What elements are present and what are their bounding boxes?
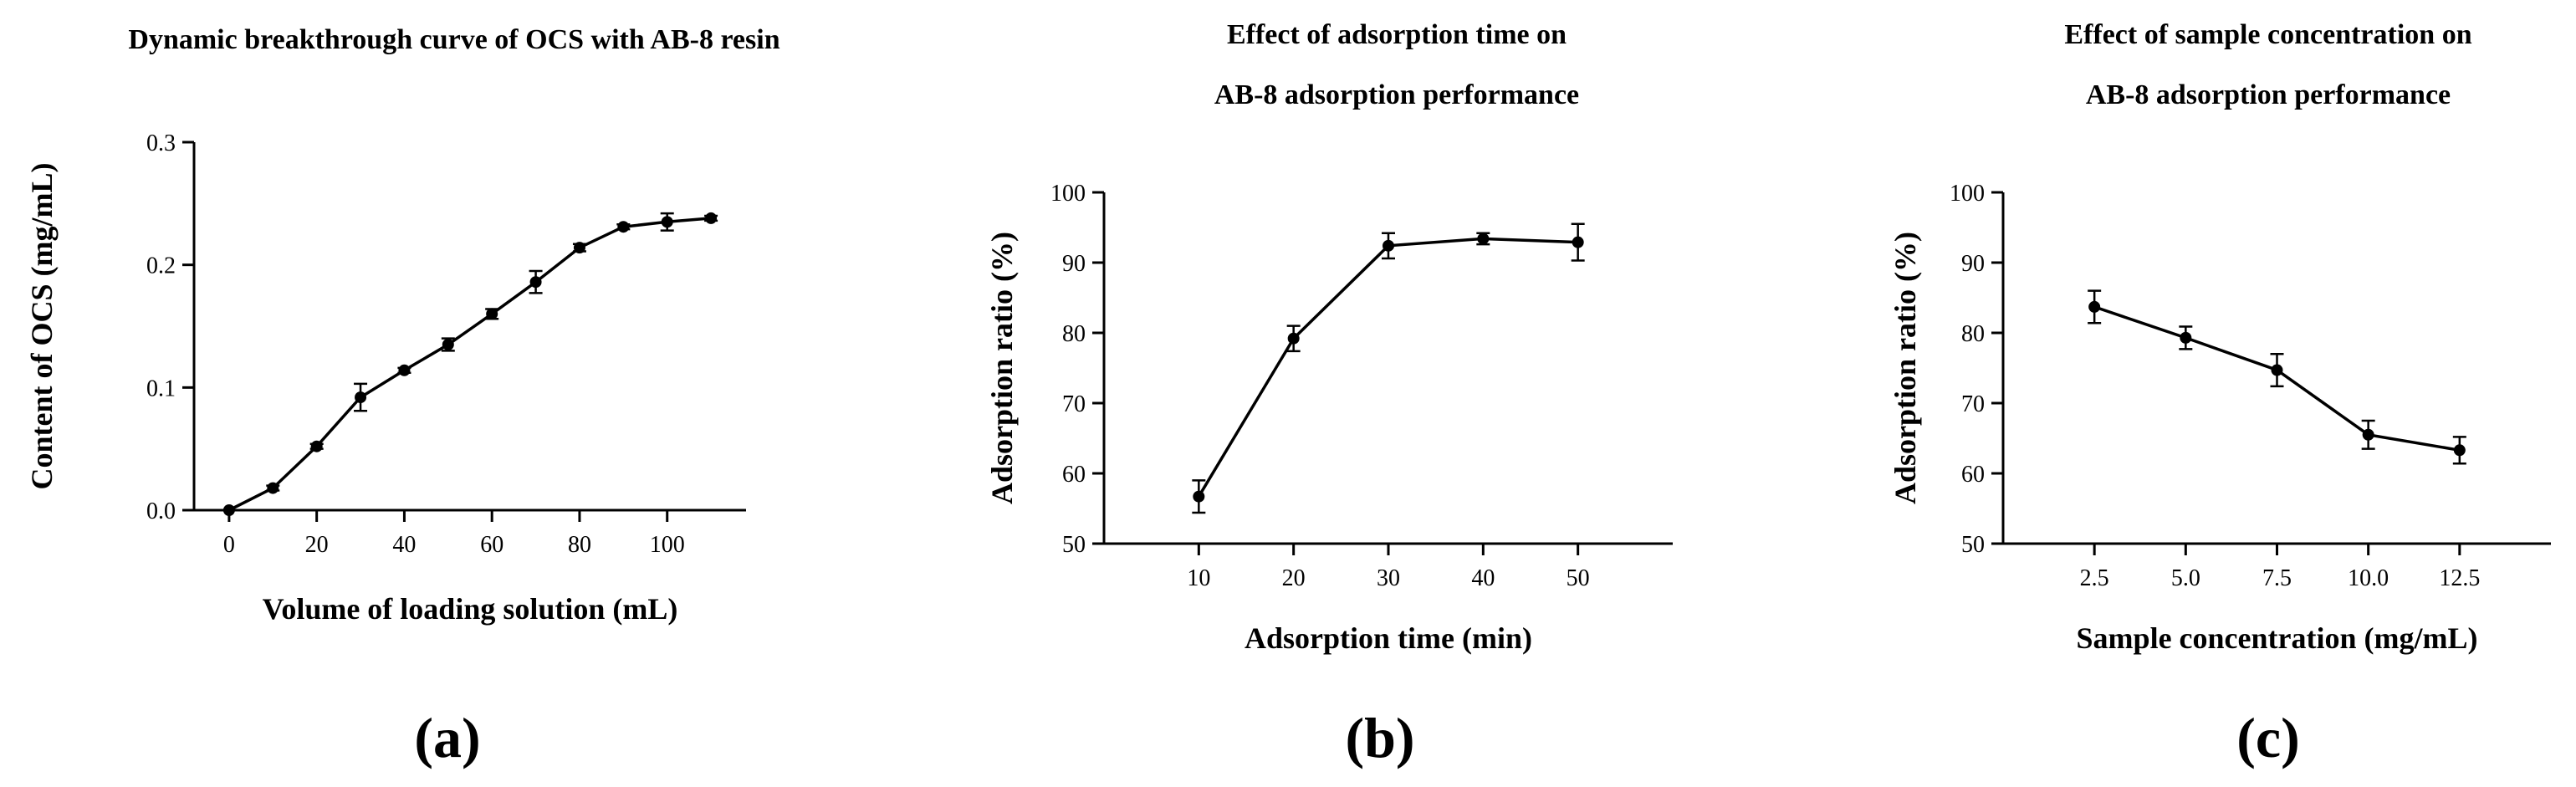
data-point <box>398 364 411 376</box>
x-tick-label: 12.5 <box>2439 565 2480 591</box>
y-tick-label: 100 <box>1950 181 1985 207</box>
y-tick-label: 90 <box>1062 251 1086 277</box>
x-tick-label: 30 <box>1377 565 1400 591</box>
chart-title-line: Effect of adsorption time on <box>1227 19 1567 50</box>
data-point <box>310 440 323 452</box>
data-point <box>529 276 542 289</box>
x-tick-label: 0 <box>223 532 235 558</box>
y-axis-label: Content of OCS (mg/mL) <box>25 163 59 490</box>
x-tick-label: 60 <box>480 532 503 558</box>
data-point <box>573 242 585 254</box>
data-point <box>222 504 235 516</box>
x-axis-label: Adsorption time (min) <box>1245 621 1532 655</box>
x-tick-label: 5.0 <box>2171 565 2200 591</box>
data-point <box>617 221 630 233</box>
chart-panel-b: Effect of adsorption time on AB-8 adsorpt… <box>985 19 1673 769</box>
data-point <box>661 216 673 228</box>
series-line <box>1197 237 1578 498</box>
data-point <box>705 212 718 224</box>
series-line <box>228 217 712 512</box>
chart-title-line: AB-8 adsorption performance <box>2086 79 2451 110</box>
y-tick-label: 60 <box>1961 462 1985 488</box>
y-tick-label: 50 <box>1961 532 1985 558</box>
y-tick-label: 80 <box>1961 321 1985 347</box>
x-tick-label: 10 <box>1187 565 1210 591</box>
panel-label: (b) <box>1345 706 1414 769</box>
x-tick-label: 100 <box>650 532 685 558</box>
y-tick-label: 0.1 <box>146 376 176 401</box>
data-point <box>1572 236 1584 248</box>
x-axis-label: Sample concentration (mg/mL) <box>2077 621 2478 655</box>
y-axis-label: Adsorption ratio (%) <box>1889 232 1922 504</box>
y-tick-label: 100 <box>1050 181 1086 207</box>
x-tick-label: 10.0 <box>2348 565 2389 591</box>
x-tick-label: 2.5 <box>2080 565 2109 591</box>
data-point <box>2271 364 2283 376</box>
data-point <box>2088 300 2101 313</box>
x-tick-label: 7.5 <box>2262 565 2292 591</box>
x-tick-label: 20 <box>1282 565 1306 591</box>
chart-title-line: AB-8 adsorption performance <box>1214 79 1579 110</box>
panel-label: (a) <box>414 706 480 769</box>
y-tick-label: 70 <box>1961 391 1985 417</box>
data-point <box>486 308 498 320</box>
x-axis-label: Volume of loading solution (mL) <box>263 592 678 626</box>
x-tick-label: 20 <box>305 532 329 558</box>
data-point <box>1477 233 1490 245</box>
x-tick-label: 50 <box>1567 565 1590 591</box>
chart-title-line: Dynamic breakthrough curve of OCS with A… <box>128 24 779 55</box>
data-point <box>1287 332 1300 345</box>
y-tick-label: 80 <box>1062 321 1086 347</box>
y-tick-label: 90 <box>1961 251 1985 277</box>
panel-label: (c) <box>2236 706 2299 769</box>
chart-title-line: Effect of sample concentration on <box>2064 19 2471 50</box>
y-tick-label: 0.3 <box>146 130 176 156</box>
chart-panel-a: Dynamic breakthrough curve of OCS with A… <box>25 24 780 769</box>
data-point <box>2453 444 2466 457</box>
data-point <box>2362 428 2374 441</box>
x-tick-label: 40 <box>392 532 416 558</box>
data-point <box>355 391 367 404</box>
y-tick-label: 0.0 <box>146 498 176 524</box>
data-point <box>1193 490 1205 503</box>
data-point <box>1383 239 1394 252</box>
y-tick-label: 70 <box>1062 391 1086 417</box>
chart-panel-c: Effect of sample concentration on AB-8 ad… <box>1889 19 2551 769</box>
y-tick-label: 50 <box>1062 532 1086 558</box>
data-point <box>267 482 279 494</box>
y-tick-label: 0.2 <box>146 253 176 279</box>
x-tick-label: 80 <box>568 532 591 558</box>
y-tick-label: 60 <box>1062 462 1086 488</box>
y-axis-label: Adsorption ratio (%) <box>985 232 1019 504</box>
x-tick-label: 40 <box>1471 565 1495 591</box>
data-point <box>2180 331 2192 344</box>
data-point <box>442 339 454 350</box>
